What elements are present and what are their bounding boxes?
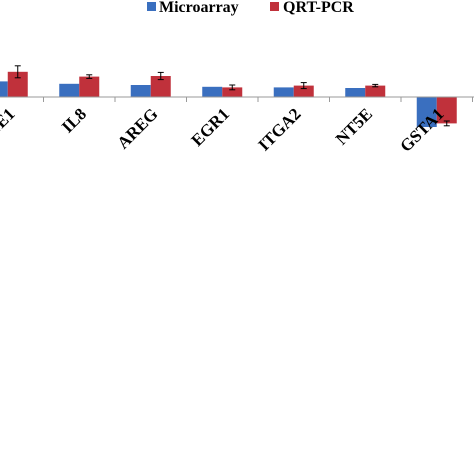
error-bar-areg [157,71,164,81]
legend-swatch-microarray [147,2,156,11]
error-bar-itga2 [300,82,307,90]
bar-qrt-pcr-il8 [79,76,100,97]
x-tick-label-itga2: ITGA2 [254,104,304,154]
x-axis-tick-labels: NE1 IL8 AREG EGR1 ITGA2 NT5E GSTA1 [0,104,448,155]
error-bar-ne1 [14,65,21,79]
bar-qrt-pcr-ne1 [7,71,28,97]
error-bar-egr1 [229,84,236,91]
x-tick-label-areg: AREG [113,104,161,152]
bar-qrt-pcr-itga2 [293,85,314,97]
bar-microarray-ne1 [0,81,8,97]
error-bar-il8 [86,74,93,79]
bar-qrt-pcr-egr1 [222,87,243,97]
bar-microarray-nt5e [345,88,366,97]
bar-qrt-pcr-gsta1 [436,97,457,124]
bar-microarray-itga2 [273,87,294,97]
bar-qrt-pcr-nt5e [365,85,386,97]
x-tick-label-nt5e: NT5E [332,104,376,148]
legend-swatch-qrt-pcr [270,2,279,11]
legend-label-microarray: Microarray [159,0,239,16]
bar-microarray-areg [130,85,151,97]
bar-qrt-pcr-areg [150,76,171,97]
legend-label-qrt-pcr: QRT-PCR [283,0,354,16]
plot-area [0,65,473,127]
bar-microarray-egr1 [202,86,223,97]
x-tick-label-egr1: EGR1 [188,104,233,149]
x-tick-label-il8: IL8 [58,104,90,136]
chart-legend: Microarray QRT-PCR [147,0,354,16]
error-bar-nt5e [372,83,379,88]
bar-microarray-il8 [59,83,80,97]
bar-microarray-gsta1 [416,97,437,127]
x-tick-label-ne1: NE1 [0,104,19,140]
error-bar-gsta1 [443,120,450,127]
